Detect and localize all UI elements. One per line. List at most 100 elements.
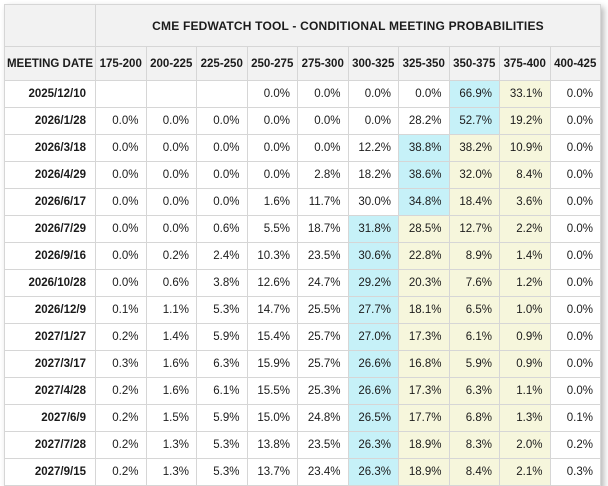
probability-cell: 0.0% <box>196 161 248 189</box>
probability-cell: 23.5% <box>297 431 349 459</box>
probability-cell-blue: 66.9% <box>448 80 500 108</box>
table-row: 2026/3/18 0.0% 0.0% 0.0% 0.0% 0.0% 12.2% 38.8% 3… <box>4 134 601 162</box>
probability-cell-yellow: 2.2% <box>499 215 551 243</box>
table-row: 2027/9/15 0.2% 1.3% 5.3% 13.7% 23.4% 26.3% 18.9… <box>4 458 601 486</box>
meeting-date-cell: 2027/9/15 <box>4 458 96 486</box>
probability-cell-blue: 26.5% <box>347 404 399 432</box>
probability-cell: 0.1% <box>549 404 601 432</box>
probability-cell: 23.4% <box>297 458 349 486</box>
probability-cell: 0.0% <box>398 80 450 108</box>
probability-cell: 0.0% <box>145 188 197 216</box>
meeting-date-cell: 2026/10/28 <box>4 269 96 297</box>
probability-cell-yellow: 2.0% <box>499 431 551 459</box>
probability-cell-blue: 30.6% <box>347 242 399 270</box>
probability-cell: 0.0% <box>196 134 248 162</box>
probability-cell: 0.0% <box>95 161 147 189</box>
probability-cell: 14.7% <box>246 296 298 324</box>
probability-cell: 0.0% <box>347 107 399 135</box>
column-header-rate-bin: 175-200 <box>95 46 147 81</box>
column-header-rate-bin: 350-375 <box>448 46 500 81</box>
probability-cell: 3.8% <box>196 269 248 297</box>
probability-cell: 0.0% <box>246 80 298 108</box>
probability-cell-yellow: 10.9% <box>499 134 551 162</box>
probability-cell-yellow: 18.9% <box>398 458 450 486</box>
meeting-date-cell: 2026/3/18 <box>4 134 96 162</box>
fedwatch-probabilities-table: CME FEDWATCH TOOL - CONDITIONAL MEETING … <box>4 4 601 486</box>
probability-cell-yellow: 17.7% <box>398 404 450 432</box>
probability-cell: 0.0% <box>549 80 601 108</box>
probability-cell: 25.7% <box>297 350 349 378</box>
table-row: 2026/9/16 0.0% 0.2% 2.4% 10.3% 23.5% 30.6% 22.8… <box>4 242 601 270</box>
probability-cell-blue: 31.8% <box>347 215 399 243</box>
meeting-date-cell: 2026/7/29 <box>4 215 96 243</box>
probability-cell: 6.3% <box>196 350 248 378</box>
probability-cell: 0.0% <box>549 107 601 135</box>
corner-cell <box>4 4 96 47</box>
probability-cell-yellow: 17.3% <box>398 323 450 351</box>
probability-cell: 0.0% <box>95 215 147 243</box>
meeting-date-cell: 2027/4/28 <box>4 377 96 405</box>
probability-cell-blue: 26.6% <box>347 350 399 378</box>
table-row: 2026/7/29 0.0% 0.0% 0.6% 5.5% 18.7% 31.8% 28.5%… <box>4 215 601 243</box>
probability-cell-yellow: 18.1% <box>398 296 450 324</box>
table-body: 2025/12/10 0.0% 0.0% 0.0% 0.0% 66.9% 33.1% 0.0%… <box>4 80 601 486</box>
probability-cell: 1.4% <box>145 323 197 351</box>
meeting-date-cell: 2027/7/28 <box>4 431 96 459</box>
probability-cell-yellow: 19.2% <box>499 107 551 135</box>
probability-cell: 0.0% <box>145 134 197 162</box>
probability-cell: 0.0% <box>549 242 601 270</box>
probability-cell: 0.0% <box>145 161 197 189</box>
probability-cell-yellow: 6.3% <box>448 377 500 405</box>
probability-cell: 1.3% <box>145 458 197 486</box>
column-header-rate-bin: 250-275 <box>246 46 298 81</box>
probability-cell: 0.0% <box>196 107 248 135</box>
probability-cell: 30.0% <box>347 188 399 216</box>
probability-cell: 0.0% <box>95 134 147 162</box>
probability-cell: 1.6% <box>145 350 197 378</box>
meeting-date-cell: 2026/9/16 <box>4 242 96 270</box>
column-header-rate-bin: 375-400 <box>499 46 551 81</box>
probability-cell-yellow: 1.1% <box>499 377 551 405</box>
probability-cell: 0.0% <box>246 134 298 162</box>
probability-cell: 11.7% <box>297 188 349 216</box>
probability-cell-yellow: 8.4% <box>499 161 551 189</box>
probability-cell: 15.4% <box>246 323 298 351</box>
probability-cell-blue: 34.8% <box>398 188 450 216</box>
probability-cell: 0.0% <box>246 161 298 189</box>
probability-cell: 13.8% <box>246 431 298 459</box>
probability-cell: 15.9% <box>246 350 298 378</box>
table-row: 2025/12/10 0.0% 0.0% 0.0% 0.0% 66.9% 33.1% 0.0% <box>4 80 601 108</box>
column-header-rate-bin: 225-250 <box>196 46 248 81</box>
column-header-row: MEETING DATE 175-200 200-225 225-250 250-27… <box>4 46 601 81</box>
probability-cell-yellow: 1.3% <box>499 404 551 432</box>
table-row: 2027/6/9 0.2% 1.5% 5.9% 15.0% 24.8% 26.5% 17.7%… <box>4 404 601 432</box>
meeting-date-cell: 2025/12/10 <box>4 80 96 108</box>
probability-cell: 0.0% <box>549 161 601 189</box>
probability-cell: 0.0% <box>196 188 248 216</box>
meeting-date-cell: 2027/3/17 <box>4 350 96 378</box>
probability-cell-yellow: 32.0% <box>448 161 500 189</box>
table-row: 2026/4/29 0.0% 0.0% 0.0% 0.0% 2.8% 18.2% 38.6% 3… <box>4 161 601 189</box>
probability-cell-yellow: 17.3% <box>398 377 450 405</box>
column-header-rate-bin: 200-225 <box>145 46 197 81</box>
probability-cell: 25.7% <box>297 323 349 351</box>
probability-cell: 25.3% <box>297 377 349 405</box>
probability-cell: 1.6% <box>246 188 298 216</box>
probability-cell: 0.0% <box>347 80 399 108</box>
probability-cell-yellow: 6.8% <box>448 404 500 432</box>
probability-cell: 2.8% <box>297 161 349 189</box>
probability-cell-yellow: 12.7% <box>448 215 500 243</box>
probability-cell-blue: 27.7% <box>347 296 399 324</box>
probability-cell-yellow: 7.6% <box>448 269 500 297</box>
probability-cell-yellow: 5.9% <box>448 350 500 378</box>
table-row: 2027/1/27 0.2% 1.4% 5.9% 15.4% 25.7% 27.0% 17.3… <box>4 323 601 351</box>
probability-cell: 0.1% <box>95 296 147 324</box>
probability-cell-yellow: 0.9% <box>499 323 551 351</box>
probability-cell-blue: 52.7% <box>448 107 500 135</box>
probability-cell: 0.0% <box>549 215 601 243</box>
probability-cell-blue: 26.3% <box>347 431 399 459</box>
probability-cell-yellow: 0.9% <box>499 350 551 378</box>
meeting-date-cell: 2026/6/17 <box>4 188 96 216</box>
probability-cell-yellow: 8.9% <box>448 242 500 270</box>
